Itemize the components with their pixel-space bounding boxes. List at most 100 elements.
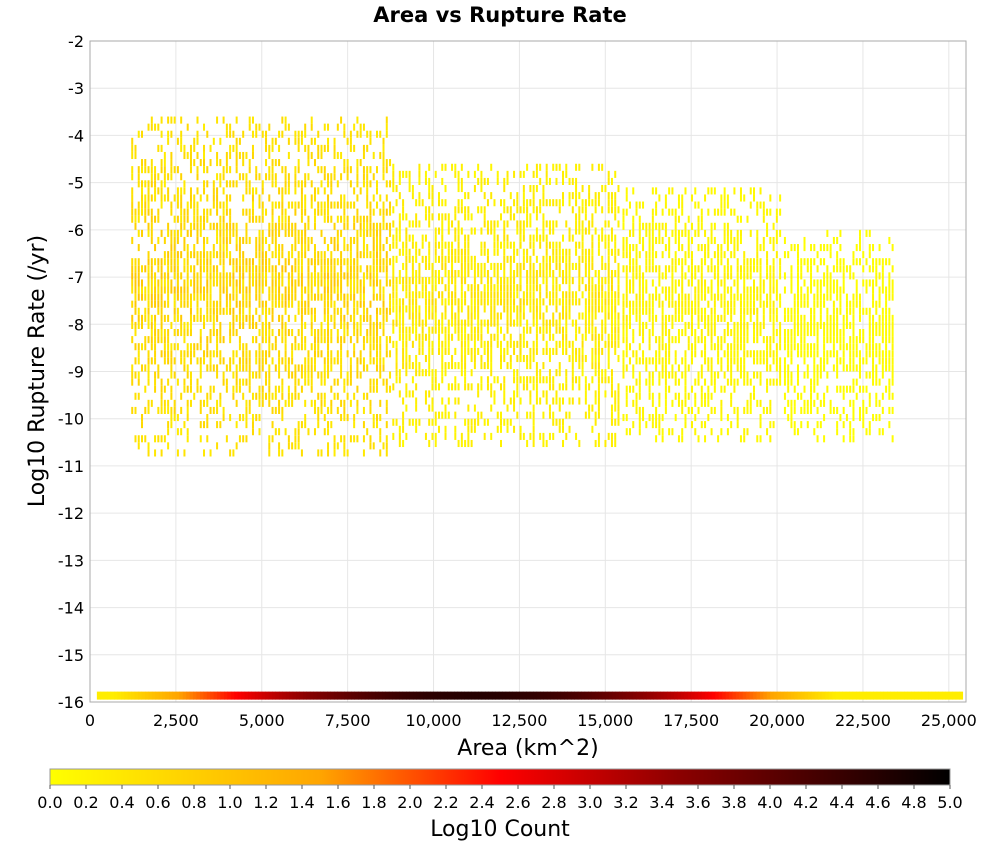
heatmap-cell	[790, 371, 793, 379]
heatmap-cell	[248, 187, 251, 195]
heatmap-cell	[610, 199, 613, 207]
heatmap-cell	[862, 307, 865, 315]
heatmap-cell	[356, 406, 359, 414]
heatmap-cell	[300, 258, 303, 266]
heatmap-cell	[832, 286, 835, 294]
heatmap-cell	[464, 362, 467, 370]
heatmap-cell	[431, 404, 434, 412]
heatmap-cell	[167, 137, 170, 145]
heatmap-cell	[697, 222, 700, 230]
heatmap-cell	[137, 130, 140, 138]
heatmap-cell	[300, 385, 303, 393]
heatmap-cell	[408, 291, 411, 299]
heatmap-cell	[753, 371, 756, 379]
heatmap-cell	[790, 272, 793, 280]
heatmap-cell	[137, 343, 140, 351]
heatmap-cell	[562, 248, 565, 256]
heatmap-cell	[617, 298, 620, 306]
heatmap-cell	[447, 255, 450, 263]
heatmap-cell	[278, 371, 281, 379]
heatmap-cell	[265, 173, 268, 181]
heatmap-cell	[281, 251, 284, 259]
heatmap-cell	[238, 385, 241, 393]
heatmap-cell	[700, 350, 703, 358]
heatmap-cell	[261, 244, 264, 252]
heatmap-cell	[154, 166, 157, 174]
heatmap-cell	[385, 180, 388, 188]
heatmap-cell	[336, 357, 339, 365]
heatmap-cell	[829, 272, 832, 280]
heatmap-cell	[353, 265, 356, 273]
heatmap-cell	[379, 293, 382, 301]
heatmap-cell	[255, 392, 258, 400]
heatmap-cell	[147, 180, 150, 188]
heatmap-cell	[379, 399, 382, 407]
heatmap-cell	[265, 300, 268, 308]
heatmap-cell	[255, 279, 258, 287]
heatmap-cell	[294, 187, 297, 195]
heatmap-cell	[467, 170, 470, 178]
heatmap-cell	[278, 329, 281, 337]
heatmap-cell	[779, 336, 782, 344]
heatmap-cell	[697, 293, 700, 301]
heatmap-cell	[304, 180, 307, 188]
heatmap-cell	[268, 286, 271, 294]
heatmap-cell	[694, 392, 697, 400]
heatmap-cell	[431, 305, 434, 313]
heatmap-cell	[238, 286, 241, 294]
heatmap-cell	[441, 262, 444, 270]
heatmap-cell	[307, 357, 310, 365]
heatmap-cell	[769, 307, 772, 315]
heatmap-cell	[323, 236, 326, 245]
heatmap-cell	[330, 329, 333, 337]
heatmap-cell	[356, 130, 359, 138]
heatmap-cell	[829, 279, 832, 287]
heatmap-cell	[625, 286, 628, 294]
heatmap-cell	[823, 413, 826, 422]
heatmap-cell	[480, 326, 483, 334]
heatmap-cell	[346, 159, 349, 167]
heatmap-cell	[163, 300, 166, 308]
heatmap-cell	[726, 236, 729, 245]
heatmap-cell	[460, 298, 463, 306]
heatmap-cell	[759, 413, 762, 422]
heatmap-cell	[632, 385, 635, 393]
heatmap-cell	[203, 208, 206, 216]
heatmap-cell	[628, 251, 631, 259]
heatmap-cell	[486, 383, 489, 391]
heatmap-cell	[806, 258, 809, 266]
heatmap-cell	[317, 166, 320, 174]
heatmap-cell	[674, 357, 677, 365]
heatmap-cell	[457, 298, 460, 306]
heatmap-cell	[265, 272, 268, 280]
heatmap-cell	[415, 319, 418, 327]
heatmap-cell	[674, 307, 677, 315]
heatmap-cell	[739, 293, 742, 301]
heatmap-cell	[199, 329, 202, 337]
heatmap-cell	[402, 298, 405, 306]
heatmap-cell	[222, 272, 225, 280]
heatmap-cell	[258, 314, 261, 322]
heatmap-cell	[548, 241, 551, 249]
heatmap-cell	[437, 319, 440, 327]
heatmap-cell	[173, 229, 176, 237]
heatmap-cell	[222, 222, 225, 230]
heatmap-cell	[614, 326, 617, 334]
heatmap-cell	[852, 350, 855, 358]
heatmap-cell	[532, 206, 535, 214]
heatmap-cell	[389, 159, 392, 167]
heatmap-cell	[713, 371, 716, 379]
heatmap-cell	[513, 199, 516, 207]
heatmap-cell	[532, 312, 535, 320]
heatmap-cell	[803, 357, 806, 365]
heatmap-cell	[451, 354, 454, 363]
heatmap-cell	[839, 385, 842, 393]
heatmap-cell	[700, 293, 703, 301]
heatmap-cell	[242, 130, 245, 138]
heatmap-cell	[291, 371, 294, 379]
heatmap-cell	[323, 286, 326, 294]
heatmap-cell	[496, 411, 499, 419]
heatmap-cell	[402, 199, 405, 207]
heatmap-cell	[382, 159, 385, 167]
heatmap-cell	[147, 399, 150, 407]
